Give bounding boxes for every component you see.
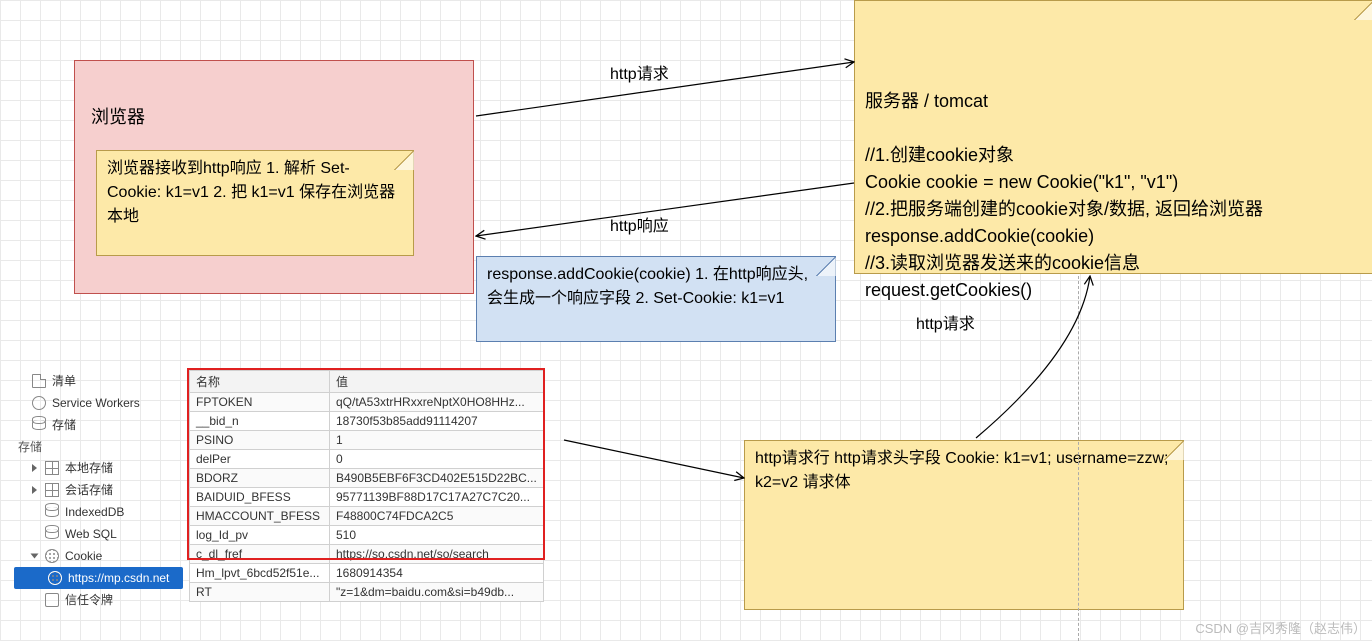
caret-icon [32,464,37,472]
grid-icon [45,483,59,497]
cookie-icon [45,549,59,563]
sidebar-item-会话存储[interactable]: 会话存储 [14,479,183,501]
browser-title: 浏览器 [75,93,473,139]
browser-note: 浏览器接收到http响应 1. 解析 Set-Cookie: k1=v1 2. … [96,150,414,256]
table-row[interactable]: BDORZB490B5EBF6F3CD402E515D22BC... [190,469,544,488]
browser-note-text: 浏览器接收到http响应 1. 解析 Set-Cookie: k1=v1 2. … [107,157,403,229]
table-row[interactable]: delPer0 [190,450,544,469]
sidebar-item-清单[interactable]: 清单 [14,370,183,392]
label-http-request-1: http请求 [610,60,669,84]
grid-icon [45,461,59,475]
table-row[interactable]: FPTOKENqQ/tA53xtrHRxxreNptX0HO8HHz... [190,393,544,412]
table-row[interactable]: PSINO1 [190,431,544,450]
label-http-request-2: http请求 [916,310,975,334]
table-row[interactable]: c_dl_frefhttps://so.csdn.net/so/search [190,545,544,564]
devtools-table-wrap: 名称值FPTOKENqQ/tA53xtrHRxxreNptX0HO8HHz...… [189,370,544,611]
caret-icon [32,486,37,494]
vertical-dash-line [1078,276,1079,641]
devtools-sidebar: 清单Service Workers存储 存储 本地存储会话存储IndexedDB… [14,370,189,611]
request-note-text: http请求行 http请求头字段 Cookie: k1=v1; usernam… [755,447,1173,495]
note-fold-icon [816,256,836,276]
note-fold-icon [1354,0,1372,20]
devtools-cookie-table[interactable]: 名称值FPTOKENqQ/tA53xtrHRxxreNptX0HO8HHz...… [189,370,544,602]
sidebar-item-https://mp.csdn.net[interactable]: https://mp.csdn.net [14,567,183,589]
gear-icon [32,396,46,410]
db-icon [32,420,46,430]
table-row[interactable]: __bid_n18730f53b85add91114207 [190,412,544,431]
caret-icon [31,554,39,559]
note-fold-icon [1164,440,1184,460]
sidebar-item-Web SQL[interactable]: Web SQL [14,523,183,545]
card-icon [45,593,59,607]
devtools-section-title: 存储 [14,436,183,457]
db-icon [45,529,59,539]
db-icon [45,507,59,517]
table-row[interactable]: HMACCOUNT_BFESSF48800C74FDCA2C5 [190,507,544,526]
label-http-response: http响应 [610,212,669,236]
table-row[interactable]: Hm_lpvt_6bcd52f51e...1680914354 [190,564,544,583]
note-fold-icon [394,150,414,170]
cookie-icon [48,571,62,585]
server-box-text: 服务器 / tomcat //1.创建cookie对象 Cookie cooki… [865,88,1363,304]
table-header[interactable]: 名称 [190,371,330,393]
table-row[interactable]: log_Id_pv510 [190,526,544,545]
sidebar-item-存储[interactable]: 存储 [14,414,183,436]
server-box: 服务器 / tomcat //1.创建cookie对象 Cookie cooki… [854,0,1372,274]
sidebar-item-Service Workers[interactable]: Service Workers [14,392,183,414]
table-row[interactable]: RT"z=1&dm=baidu.com&si=b49db... [190,583,544,602]
response-note-text: response.addCookie(cookie) 1. 在http响应头, … [487,263,825,311]
sidebar-item-IndexedDB[interactable]: IndexedDB [14,501,183,523]
sidebar-item-本地存储[interactable]: 本地存储 [14,457,183,479]
devtools-panel: 清单Service Workers存储 存储 本地存储会话存储IndexedDB… [14,370,544,611]
request-note: http请求行 http请求头字段 Cookie: k1=v1; usernam… [744,440,1184,610]
sidebar-item-Cookie[interactable]: Cookie [14,545,183,567]
sidebar-item-信任令牌[interactable]: 信任令牌 [14,589,183,611]
watermark-text: CSDN @吉冈秀隆（赵志伟） [1195,618,1366,637]
doc-icon [32,374,46,388]
table-header[interactable]: 值 [330,371,544,393]
table-row[interactable]: BAIDUID_BFESS95771139BF88D17C17A27C7C20.… [190,488,544,507]
response-note: response.addCookie(cookie) 1. 在http响应头, … [476,256,836,342]
